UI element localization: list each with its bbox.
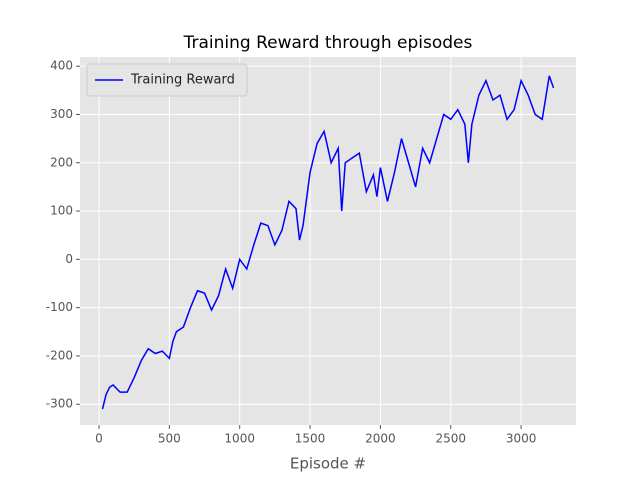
legend-box [86,63,248,97]
y-tick-label: -100 [46,300,73,314]
x-tick-label: 2000 [365,432,396,446]
x-tick-label: 2500 [435,432,466,446]
y-tick-label: -200 [46,348,73,362]
x-axis-label: Episode # [290,455,366,473]
x-tick-label: 3000 [506,432,537,446]
y-tick-label: 400 [50,59,73,73]
y-tick-label: -300 [46,397,73,411]
data-line [101,75,555,410]
plot-area [80,57,576,425]
y-tick-label: 200 [50,155,73,169]
x-tick-label: 1500 [295,432,326,446]
legend-label: Training Reward [130,73,235,88]
y-tick-label: 0 [65,252,73,266]
y-tick-label: 300 [50,107,73,121]
x-tick-label: 1000 [224,432,255,446]
x-tick-label: 0 [95,432,103,446]
y-tick-label: 100 [50,204,73,218]
x-tick-label: 500 [158,432,181,446]
chart-title: Training Reward through episodes [183,33,473,53]
